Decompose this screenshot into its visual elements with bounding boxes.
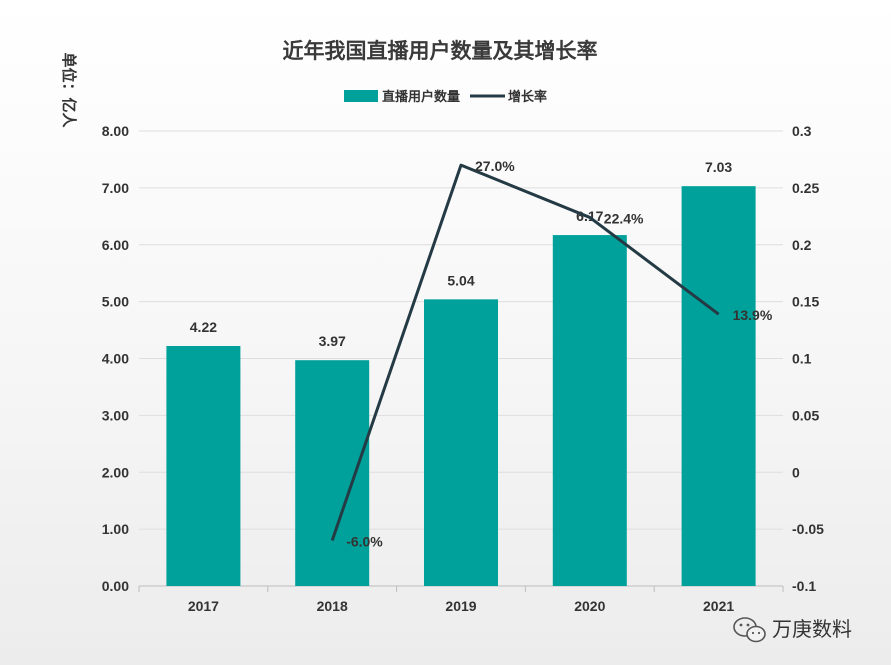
y2-tick-label: 0.25 [792,180,819,196]
bar [552,235,627,587]
bar [295,360,370,586]
y-tick-label: 0.00 [102,578,129,594]
y-axis-label: 单位：亿人 [60,52,78,128]
legend-bar-swatch [344,90,378,102]
x-tick-label: 2021 [703,598,734,614]
y-tick-label: 8.00 [102,123,129,139]
line-data-label: -6.0% [346,534,383,550]
x-tick-label: 2018 [317,598,348,614]
watermark-text: 万庚数料 [772,618,852,641]
line-data-label: 13.9% [733,307,773,323]
bar-data-label: 7.03 [705,159,732,175]
y-tick-label: 7.00 [102,180,129,196]
bar-data-label: 3.97 [319,333,346,349]
y2-axis-ticks: -0.1 -0.05 0 0.05 0.1 0.15 0.2 0.25 0.3 [792,123,824,594]
y-tick-label: 2.00 [102,464,129,480]
y2-tick-label: 0.05 [792,407,819,423]
y-tick-label: 3.00 [102,407,129,423]
chart-title: 近年我国直播用户数量及其增长率 [283,39,598,63]
growth-rate-line [330,163,720,541]
bar [166,345,241,586]
y2-tick-label: 0.15 [792,294,819,310]
bar-data-label: 4.22 [190,319,217,335]
y2-tick-label: 0.2 [792,237,812,253]
x-axis-ticks: 2017 2018 2019 2020 2021 [138,586,784,614]
legend-bar-label: 直播用户数量 [382,89,460,104]
x-tick-label: 2017 [188,598,219,614]
line-series: -6.0% 27.0% 22.4% 13.9% [330,158,773,550]
y-tick-label: 1.00 [102,521,129,537]
line-data-label: 22.4% [604,210,644,226]
x-tick-label: 2019 [445,598,476,614]
y2-tick-label: 0.3 [792,123,812,139]
y2-tick-label: -0.1 [792,578,816,594]
y-tick-label: 6.00 [102,237,129,253]
bar-series: 4.223.975.046.177.03 [166,159,756,587]
y2-tick-label: -0.05 [792,521,824,537]
legend: 直播用户数量 增长率 [344,89,547,104]
y-tick-label: 5.00 [102,294,129,310]
y-tick-label: 4.00 [102,351,129,367]
y2-tick-label: 0.1 [792,351,812,367]
watermark: 万庚数料 [733,617,852,643]
wechat-icon [733,617,766,643]
bar [424,299,498,586]
line-data-label: 27.0% [475,158,515,174]
y2-tick-label: 0 [792,464,800,480]
y-axis-ticks: 0.00 1.00 2.00 3.00 4.00 5.00 6.00 7.00 8.00 [102,123,129,594]
x-tick-label: 2020 [574,598,605,614]
legend-line-label: 增长率 [508,89,547,104]
bar-data-label: 5.04 [447,272,474,288]
bar [681,186,756,586]
